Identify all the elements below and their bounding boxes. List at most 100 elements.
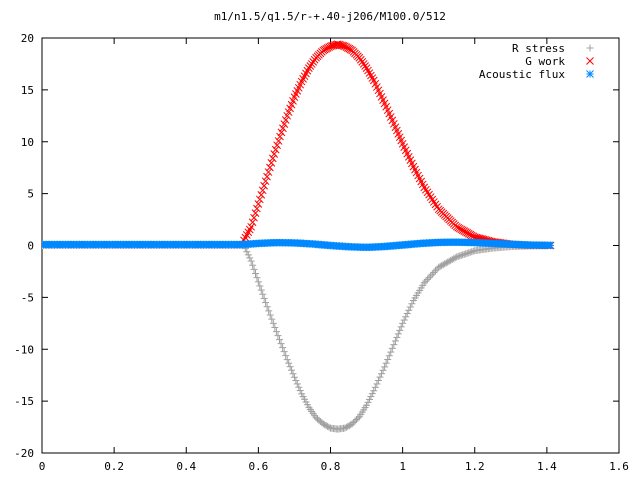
data-point bbox=[341, 424, 349, 432]
data-point bbox=[459, 251, 467, 259]
data-point bbox=[408, 300, 416, 308]
x-tick-label: 0.8 bbox=[321, 460, 341, 473]
y-tick-label: 20 bbox=[21, 32, 34, 45]
data-point bbox=[457, 251, 465, 259]
x-tick-label: 1.4 bbox=[537, 460, 557, 473]
data-point bbox=[433, 202, 441, 211]
y-tick-label: 0 bbox=[27, 240, 34, 253]
data-point bbox=[430, 198, 438, 206]
data-point bbox=[261, 177, 270, 186]
data-point bbox=[333, 40, 342, 49]
data-point bbox=[289, 370, 297, 378]
data-point bbox=[465, 249, 473, 257]
data-point bbox=[462, 250, 470, 258]
data-point bbox=[382, 359, 390, 367]
data-point bbox=[388, 344, 396, 352]
data-point bbox=[425, 190, 433, 199]
data-point bbox=[244, 251, 252, 259]
data-point bbox=[430, 268, 438, 276]
data-point bbox=[266, 163, 274, 172]
data-point bbox=[255, 195, 264, 204]
x-tick-label: 0 bbox=[39, 460, 46, 473]
data-point bbox=[379, 366, 387, 374]
data-point bbox=[466, 248, 474, 256]
data-point bbox=[378, 370, 386, 378]
data-point bbox=[257, 191, 266, 199]
data-point bbox=[268, 315, 276, 323]
data-point bbox=[271, 323, 279, 331]
x-tick-label: 0.2 bbox=[104, 460, 124, 473]
data-point bbox=[448, 256, 456, 264]
data-point bbox=[266, 311, 274, 319]
data-point bbox=[269, 319, 277, 327]
data-point bbox=[264, 168, 273, 176]
data-point bbox=[350, 418, 358, 426]
data-point bbox=[396, 326, 404, 334]
data-point bbox=[428, 270, 436, 278]
data-point bbox=[381, 363, 389, 371]
data-point bbox=[321, 421, 329, 429]
legend-marker bbox=[586, 70, 594, 78]
data-point bbox=[277, 128, 286, 137]
data-point bbox=[420, 279, 428, 287]
data-point bbox=[427, 272, 435, 280]
data-point bbox=[326, 42, 335, 51]
data-point bbox=[322, 422, 330, 430]
data-point bbox=[453, 253, 461, 261]
data-point bbox=[441, 260, 449, 268]
x-tick-label: 1.2 bbox=[465, 460, 485, 473]
data-point bbox=[352, 416, 360, 424]
y-tick-label: -10 bbox=[14, 343, 34, 356]
data-point bbox=[364, 398, 372, 406]
data-point bbox=[431, 200, 440, 209]
y-tick-label: -15 bbox=[14, 395, 34, 408]
data-point bbox=[438, 262, 446, 270]
x-tick-label: 1.6 bbox=[609, 460, 629, 473]
data-point bbox=[268, 154, 277, 163]
data-point bbox=[271, 145, 280, 154]
data-point bbox=[288, 366, 296, 374]
data-point bbox=[393, 333, 401, 341]
data-point bbox=[265, 307, 273, 315]
data-point bbox=[442, 259, 450, 267]
x-tick-label: 0.6 bbox=[248, 460, 268, 473]
legend-marker bbox=[586, 44, 594, 52]
data-point bbox=[367, 71, 375, 80]
data-point bbox=[246, 254, 254, 262]
data-point bbox=[283, 356, 291, 364]
data-point bbox=[371, 383, 379, 391]
data-point bbox=[296, 387, 304, 395]
data-point bbox=[257, 286, 265, 294]
x-tick-label: 1 bbox=[399, 460, 406, 473]
y-tick-label: 15 bbox=[21, 84, 34, 97]
data-point bbox=[400, 316, 408, 324]
data-point bbox=[324, 422, 332, 430]
data-point bbox=[256, 282, 264, 290]
data-point bbox=[251, 209, 260, 217]
data-point bbox=[423, 275, 431, 283]
data-point bbox=[247, 222, 256, 231]
data-point bbox=[279, 124, 287, 133]
data-point bbox=[277, 340, 285, 348]
data-point bbox=[345, 422, 353, 430]
data-point bbox=[445, 257, 453, 265]
data-point bbox=[342, 423, 350, 431]
series-layer bbox=[42, 40, 555, 433]
data-point bbox=[281, 116, 290, 124]
data-point bbox=[354, 414, 362, 422]
data-point bbox=[425, 274, 433, 282]
data-point bbox=[293, 380, 301, 388]
y-tick-label: 10 bbox=[21, 136, 34, 149]
data-point bbox=[426, 193, 435, 201]
data-point bbox=[254, 200, 263, 208]
data-point bbox=[370, 387, 378, 395]
data-point bbox=[373, 380, 381, 388]
data-point bbox=[546, 241, 555, 250]
data-point bbox=[263, 303, 271, 311]
data-point bbox=[249, 261, 257, 269]
data-point bbox=[385, 352, 393, 360]
data-point bbox=[390, 341, 398, 349]
data-point bbox=[285, 359, 293, 367]
data-point bbox=[468, 248, 476, 256]
series-r-stress bbox=[42, 242, 554, 433]
